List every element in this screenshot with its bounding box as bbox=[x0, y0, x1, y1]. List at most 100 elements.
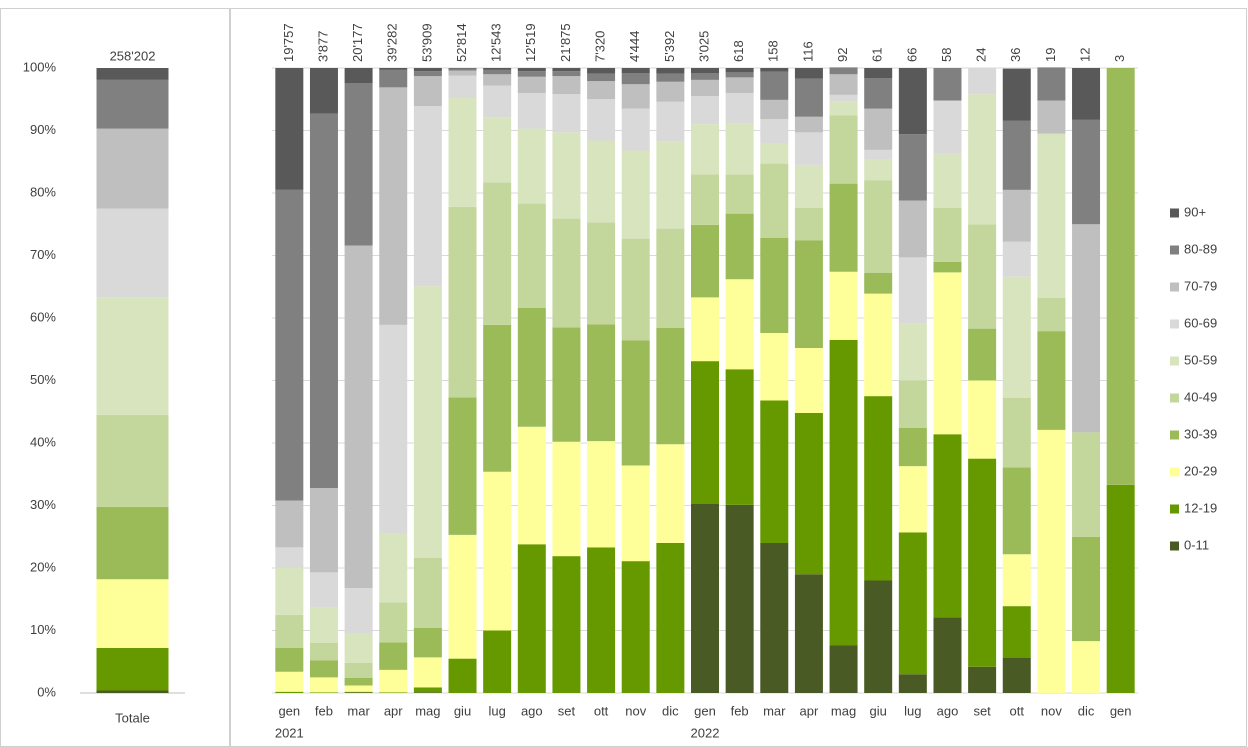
bar-segment bbox=[517, 68, 546, 72]
bar-segment bbox=[656, 543, 685, 693]
bar-segment bbox=[691, 79, 719, 97]
bar-segment bbox=[933, 100, 962, 155]
bar-segment bbox=[552, 132, 581, 219]
bar-segment bbox=[1002, 398, 1031, 468]
bar-segment bbox=[968, 328, 997, 381]
bar-segment bbox=[413, 286, 442, 558]
bar-segment bbox=[864, 108, 893, 150]
bar-segment bbox=[1037, 331, 1066, 430]
bar-segment bbox=[621, 238, 650, 341]
total-label: 7'320 bbox=[593, 31, 608, 62]
bar-segment bbox=[413, 71, 442, 77]
bar-segment bbox=[760, 543, 789, 693]
y-tick-label: 0% bbox=[37, 684, 56, 699]
bar-segment bbox=[691, 361, 719, 504]
bar-segment bbox=[1037, 67, 1066, 101]
legend-swatch bbox=[1170, 541, 1179, 551]
bar-segment bbox=[309, 643, 338, 661]
bar-segment bbox=[96, 690, 169, 693]
bar-segment bbox=[413, 558, 442, 628]
bar-segment bbox=[96, 128, 169, 209]
x-tick-label: lug bbox=[904, 703, 921, 718]
bar-segment bbox=[864, 293, 893, 397]
bar-segment bbox=[483, 182, 512, 325]
bar-segment bbox=[621, 68, 650, 73]
bar-segment bbox=[587, 140, 616, 223]
bar-segment bbox=[794, 574, 823, 693]
total-label: 20'177 bbox=[350, 23, 365, 62]
bar-segment bbox=[275, 547, 304, 568]
bar-segment bbox=[309, 68, 338, 114]
bar-segment bbox=[898, 68, 927, 135]
bar-segment bbox=[725, 77, 754, 93]
legend-label: 40-49 bbox=[1184, 389, 1217, 404]
y-tick-label: 90% bbox=[30, 122, 56, 137]
bar-segment bbox=[864, 273, 893, 294]
bar-segment bbox=[1002, 606, 1031, 658]
bar-segment bbox=[760, 71, 789, 100]
bar-segment bbox=[898, 428, 927, 467]
bar-segment bbox=[691, 124, 719, 175]
total-label: 4'444 bbox=[627, 31, 642, 62]
x-tick-label: set bbox=[973, 703, 991, 718]
bar-segment bbox=[794, 413, 823, 575]
bar-segment bbox=[656, 228, 685, 328]
legend-swatch bbox=[1170, 208, 1179, 218]
bar-segment bbox=[413, 76, 442, 107]
bar-segment bbox=[1037, 133, 1066, 298]
bar-segment bbox=[344, 692, 373, 693]
bar-segment bbox=[621, 108, 650, 151]
x-tick-label: nov bbox=[625, 703, 646, 718]
x-tick-label: set bbox=[558, 703, 576, 718]
bar-segment bbox=[413, 657, 442, 688]
bar-segment bbox=[794, 208, 823, 241]
bar-segment bbox=[587, 441, 616, 548]
bar-segment bbox=[1002, 276, 1031, 398]
bar-segment bbox=[691, 68, 719, 73]
bar-segment bbox=[829, 67, 858, 75]
y-tick-label: 70% bbox=[30, 247, 56, 262]
bar-segment bbox=[621, 150, 650, 239]
y-tick-label: 30% bbox=[30, 497, 56, 512]
bar-segment bbox=[413, 106, 442, 287]
bar-segment bbox=[968, 224, 997, 329]
bar-segment bbox=[864, 68, 893, 78]
bar-segment bbox=[691, 174, 719, 225]
bar-segment bbox=[829, 645, 858, 693]
bar-segment bbox=[448, 75, 477, 98]
bar-segment bbox=[725, 504, 754, 693]
bar-segment bbox=[621, 465, 650, 562]
x-tick-label: giu bbox=[454, 703, 471, 718]
bar-segment bbox=[96, 79, 169, 129]
bar-segment bbox=[587, 81, 616, 100]
total-label: 39'282 bbox=[385, 23, 400, 62]
bar-segment bbox=[829, 271, 858, 340]
bar-segment bbox=[621, 561, 650, 693]
bar-segment bbox=[968, 666, 997, 693]
bar-segment bbox=[587, 222, 616, 325]
bar-segment bbox=[552, 441, 581, 557]
bar-segment bbox=[1002, 658, 1031, 693]
y-tick-label: 60% bbox=[30, 309, 56, 324]
legend-swatch bbox=[1170, 430, 1179, 440]
total-label: 158 bbox=[766, 40, 781, 62]
bar-segment bbox=[379, 69, 408, 88]
bar-segment bbox=[725, 123, 754, 175]
bar-segment bbox=[864, 180, 893, 273]
bar-segment bbox=[448, 68, 477, 69]
total-label: 3'025 bbox=[696, 31, 711, 62]
bar-segment bbox=[968, 458, 997, 667]
x-tick-label: ago bbox=[521, 703, 543, 718]
legend-label: 90+ bbox=[1184, 204, 1206, 219]
x-tick-label: nov bbox=[1041, 703, 1062, 718]
x-tick-label: ago bbox=[937, 703, 959, 718]
bar-segment bbox=[760, 238, 789, 333]
legend-swatch bbox=[1170, 393, 1179, 403]
total-label: 61 bbox=[870, 48, 885, 62]
bar-segment bbox=[1072, 432, 1101, 537]
bar-segment bbox=[344, 588, 373, 633]
bar-segment bbox=[483, 117, 512, 183]
bar-segment bbox=[794, 164, 823, 208]
x-tick-label: mar bbox=[763, 703, 786, 718]
